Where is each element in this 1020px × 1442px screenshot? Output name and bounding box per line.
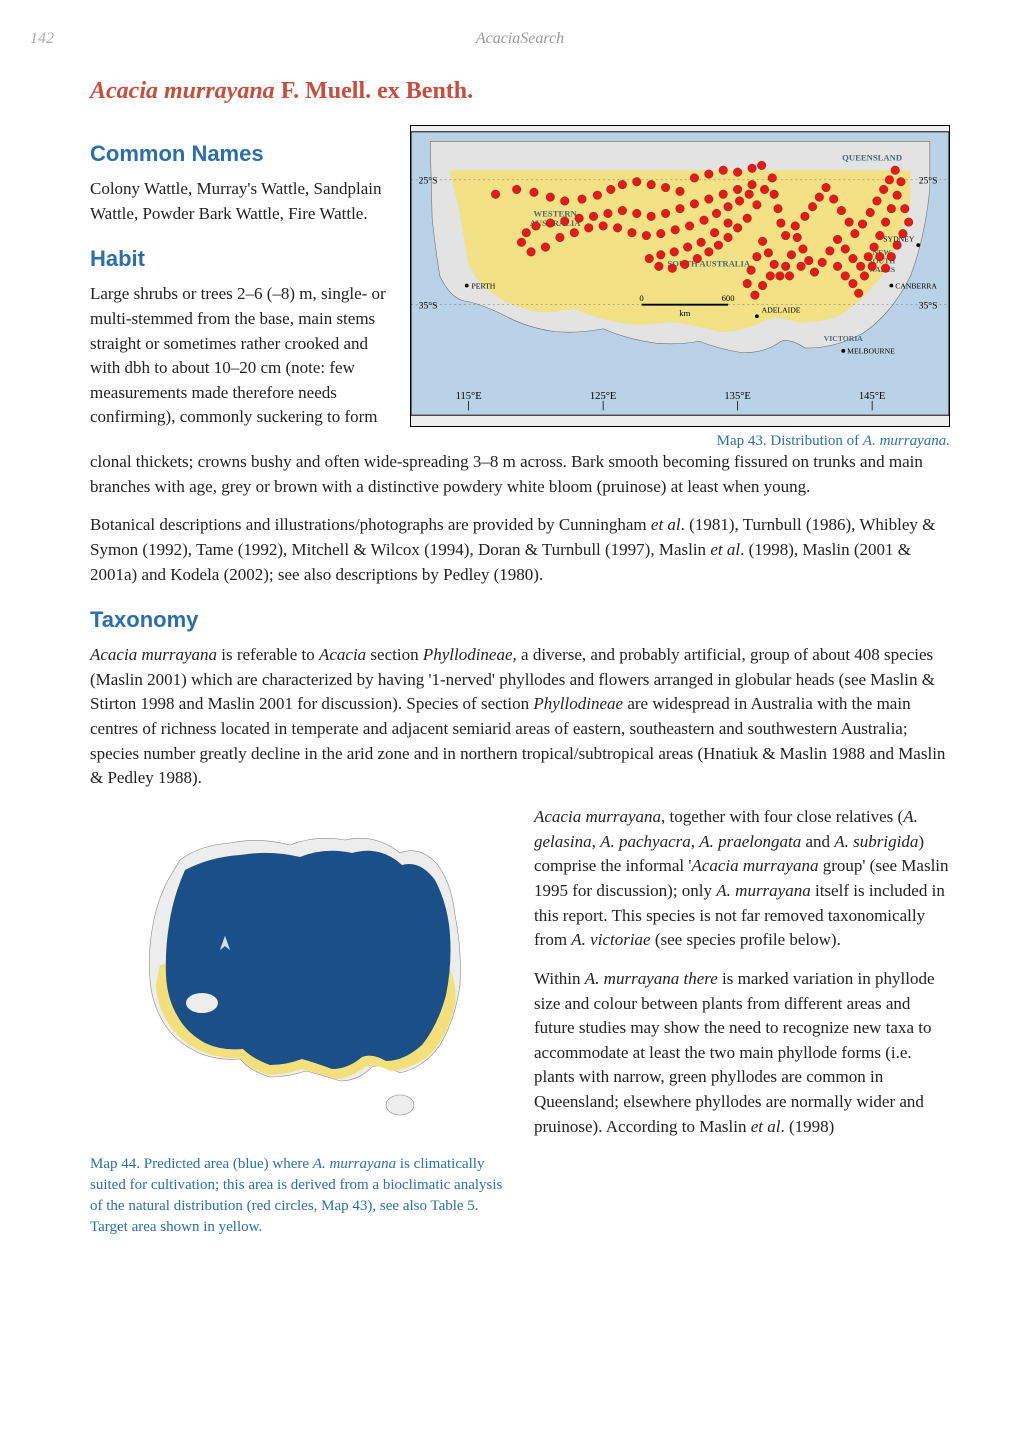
svg-text:CANBERRA: CANBERRA — [895, 281, 937, 290]
common-names-body: Colony Wattle, Murray's Wattle, Sandplai… — [90, 177, 390, 226]
svg-text:600: 600 — [722, 293, 735, 303]
svg-text:SOUTH AUSTRALIA: SOUTH AUSTRALIA — [667, 258, 750, 268]
page: 142 AcaciaSearch Acacia murrayana F. Mue… — [0, 0, 1020, 1288]
map43-column: 25°S 25°S 35°S 35°S 115°E 125°E 135°E 145°E WEST… — [410, 121, 950, 450]
page-number: 142 — [30, 30, 90, 48]
svg-text:km: km — [679, 308, 690, 318]
top-two-column: Common Names Colony Wattle, Murray's Wat… — [90, 121, 950, 450]
map44-caption-pre: Map 44. Predicted area (blue) where — [90, 1156, 313, 1172]
heading-taxonomy: Taxonomy — [90, 607, 950, 633]
map43-caption-ital: A. murrayana. — [863, 433, 950, 449]
map44-box: Map 44. Predicted area (blue) where A. m… — [90, 805, 510, 1238]
left-column: Common Names Colony Wattle, Murray's Wat… — [90, 121, 390, 444]
taxonomy-right-column: Acacia murrayana, together with four clo… — [534, 805, 950, 1153]
heading-common-names: Common Names — [90, 141, 390, 167]
svg-text:125°E: 125°E — [590, 391, 616, 402]
map43-svg: 25°S 25°S 35°S 35°S 115°E 125°E 135°E 145°E WEST… — [411, 126, 949, 421]
heading-habit: Habit — [90, 246, 390, 272]
running-head-row: AcaciaSearch — [90, 30, 950, 48]
svg-text:WESTERN: WESTERN — [534, 208, 578, 218]
svg-text:25°S: 25°S — [919, 176, 938, 187]
species-authority: F. Muell. ex Benth. — [275, 78, 473, 104]
svg-text:35°S: 35°S — [419, 301, 438, 312]
svg-text:35°S: 35°S — [919, 301, 938, 312]
svg-text:MELBOURNE: MELBOURNE — [847, 347, 895, 356]
svg-text:VICTORIA: VICTORIA — [824, 334, 864, 343]
svg-text:0: 0 — [639, 293, 643, 303]
habit-body-left: Large shrubs or trees 2–6 (–8) m, single… — [90, 282, 390, 430]
habit-references: Botanical descriptions and illustrations… — [90, 513, 950, 587]
taxonomy-para2: Acacia murrayana, together with four clo… — [534, 805, 950, 953]
svg-text:115°E: 115°E — [456, 391, 482, 402]
svg-text:145°E: 145°E — [859, 391, 885, 402]
map44-caption-ital: A. murrayana — [313, 1156, 396, 1172]
map43-box: 25°S 25°S 35°S 35°S 115°E 125°E 135°E 145°E WEST… — [410, 125, 950, 427]
svg-text:135°E: 135°E — [724, 391, 750, 402]
svg-text:PERTH: PERTH — [472, 281, 496, 290]
taxonomy-para1: Acacia murrayana is referable to Acacia … — [90, 643, 950, 791]
habit-body-continued: clonal thickets; crowns bushy and often … — [90, 450, 950, 499]
svg-text:25°S: 25°S — [419, 176, 438, 187]
map44-svg — [90, 805, 510, 1145]
map43-caption-pre: Map 43. Distribution of — [717, 433, 863, 449]
svg-text:ADELAIDE: ADELAIDE — [762, 305, 801, 314]
map44-caption: Map 44. Predicted area (blue) where A. m… — [90, 1154, 510, 1238]
map43-caption: Map 43. Distribution of A. murrayana. — [410, 433, 950, 450]
taxonomy-two-column: Map 44. Predicted area (blue) where A. m… — [90, 805, 950, 1238]
species-name-italic: Acacia murrayana — [90, 78, 275, 104]
svg-text:QUEENSLAND: QUEENSLAND — [842, 153, 902, 163]
taxonomy-para3: Within A. murrayana there is marked vari… — [534, 967, 950, 1139]
running-head: AcaciaSearch — [90, 30, 950, 48]
species-title: Acacia murrayana F. Muell. ex Benth. — [90, 78, 950, 105]
